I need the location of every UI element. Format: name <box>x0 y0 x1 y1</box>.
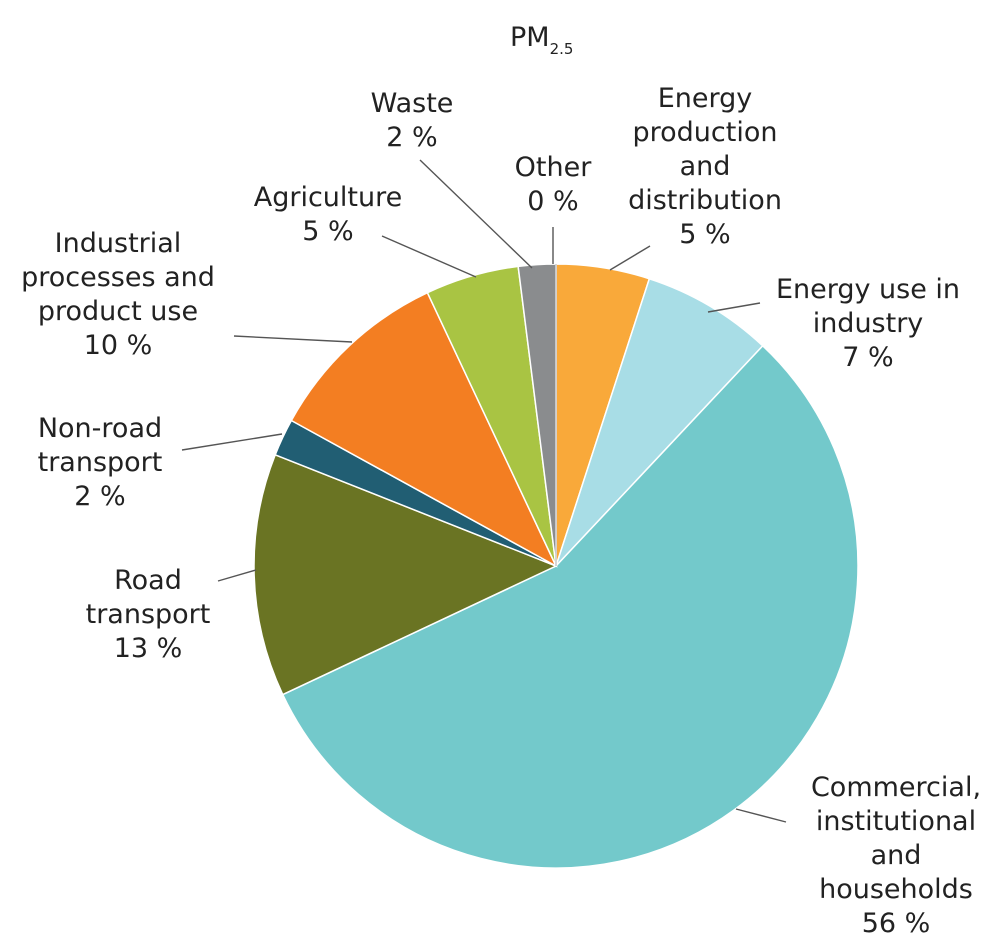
category-label-energy-use-in-industry: industry <box>813 308 924 339</box>
pie-slices <box>253 263 859 869</box>
category-label-commercial-institutional-and-households: households <box>819 874 973 905</box>
value-label-commercial-institutional-and-households: 56 % <box>862 908 931 939</box>
category-label-industrial-processes-and-product-use: processes and <box>21 262 215 293</box>
leader-line-non-road-transport <box>181 433 283 451</box>
label-non-road-transport: Non-road transport 2 % <box>38 413 163 512</box>
leader-line-commercial-institutional-and-households <box>735 808 787 823</box>
leader-line-industrial-processes-and-product-use <box>233 335 353 343</box>
category-label-industrial-processes-and-product-use: Industrial <box>55 228 182 259</box>
leader-line-agriculture <box>381 235 477 278</box>
category-label-commercial-institutional-and-households: institutional <box>816 806 976 837</box>
category-label-waste: Waste <box>371 88 454 119</box>
category-label-non-road-transport: Non-road <box>38 413 162 444</box>
label-energy-use-in-industry: Energy use in industry 7 % <box>776 274 960 373</box>
label-road-transport: Road transport 13 % <box>86 565 211 664</box>
category-label-road-transport: Road <box>114 565 182 596</box>
label-industrial-processes-and-product-use: Industrial processes and product use 10 % <box>21 228 215 361</box>
slice-commercial-institutional-and-households <box>281 344 859 869</box>
chart-title: PM2.5 <box>510 22 573 58</box>
value-label-other: 0 % <box>527 186 578 217</box>
category-label-agriculture: Agriculture <box>254 182 403 213</box>
category-label-energy-production-and-distribution: and <box>680 151 731 182</box>
slice-energy-use-in-industry <box>555 277 764 567</box>
leader-line-energy-production-and-distribution <box>609 245 651 271</box>
category-label-energy-production-and-distribution: Energy <box>658 83 753 114</box>
slice-industrial-processes-and-product-use <box>290 291 558 568</box>
category-label-energy-production-and-distribution: distribution <box>628 185 782 216</box>
label-waste: Waste 2 % <box>371 88 454 153</box>
leader-lines <box>181 159 787 823</box>
value-label-road-transport: 13 % <box>114 633 183 664</box>
leader-line-road-transport <box>217 569 257 582</box>
label-energy-production-and-distribution: Energy production and distribution 5 % <box>628 83 782 250</box>
category-label-non-road-transport: transport <box>38 447 163 478</box>
slice-labels: Energy production and distribution 5 %Energy… <box>21 83 981 939</box>
category-label-commercial-institutional-and-households: Commercial, <box>811 772 981 803</box>
category-label-other: Other <box>515 152 593 183</box>
category-label-road-transport: transport <box>86 599 211 630</box>
value-label-non-road-transport: 2 % <box>74 481 125 512</box>
value-label-waste: 2 % <box>386 122 437 153</box>
label-commercial-institutional-and-households: Commercial, institutional and households 56 … <box>811 772 981 939</box>
value-label-energy-use-in-industry: 7 % <box>842 342 893 373</box>
leader-line-energy-use-in-industry <box>707 302 761 313</box>
label-other: Other 0 % <box>515 152 593 217</box>
chart-title-main: PM <box>510 22 550 53</box>
value-label-industrial-processes-and-product-use: 10 % <box>84 330 153 361</box>
category-label-energy-use-in-industry: Energy use in <box>776 274 960 305</box>
slice-road-transport <box>253 453 558 696</box>
category-label-industrial-processes-and-product-use: product use <box>38 296 198 327</box>
label-agriculture: Agriculture 5 % <box>254 182 403 247</box>
value-label-energy-production-and-distribution: 5 % <box>679 219 730 250</box>
chart-title-subscript: 2.5 <box>550 40 574 58</box>
leader-line-waste <box>419 159 533 269</box>
category-label-commercial-institutional-and-households: and <box>871 840 922 871</box>
category-label-energy-production-and-distribution: production <box>633 117 778 148</box>
value-label-agriculture: 5 % <box>302 216 353 247</box>
